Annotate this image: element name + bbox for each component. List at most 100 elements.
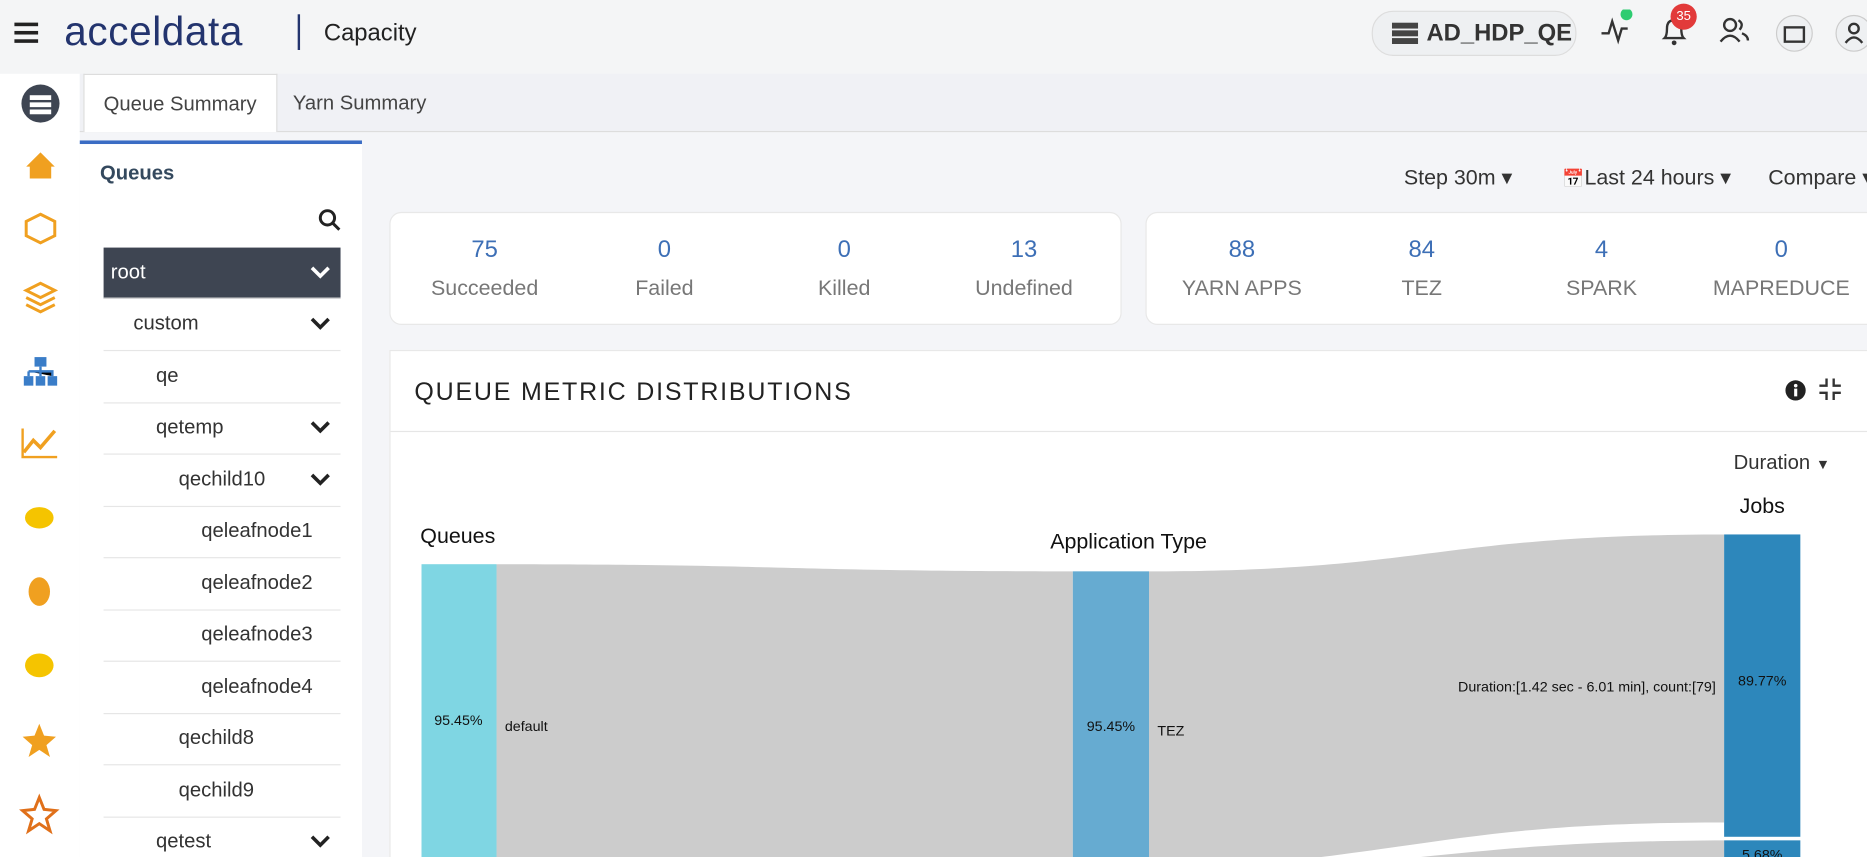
search-icon[interactable] bbox=[318, 208, 342, 232]
stat-value: 4 bbox=[1594, 236, 1609, 264]
dropdown-caret: ▾ bbox=[1714, 165, 1732, 190]
queue-row[interactable]: qeleafnode2 bbox=[103, 558, 341, 611]
control-label: Step 30m bbox=[1403, 165, 1496, 190]
notification-badge: 35 bbox=[1670, 3, 1697, 30]
sankey-link bbox=[496, 564, 1073, 857]
control-label: Last 24 hours bbox=[1584, 165, 1715, 190]
stat-label: YARN APPS bbox=[1181, 276, 1302, 300]
node-name: TEZ bbox=[1157, 724, 1184, 740]
tab[interactable]: Queue Summary bbox=[83, 73, 277, 133]
caret-shape bbox=[310, 317, 330, 330]
metric-label: Duration bbox=[1733, 451, 1811, 474]
queue-label: qechild8 bbox=[178, 726, 255, 749]
rail-icons bbox=[19, 84, 60, 835]
header: acceldata Capacity AD_HDP_QE 35 bbox=[0, 0, 1867, 74]
filter-control[interactable]: Compare ▾ bbox=[1768, 165, 1867, 190]
stat-label: Killed bbox=[817, 276, 871, 300]
stat-value: 13 bbox=[1010, 236, 1038, 264]
queue-title: Queues bbox=[100, 161, 175, 185]
queue-label: root bbox=[110, 260, 146, 284]
queue-label: qetemp bbox=[155, 415, 224, 439]
brand: acceldata bbox=[64, 9, 243, 55]
queue-row[interactable]: custom bbox=[103, 299, 341, 352]
briefcase-icon[interactable] bbox=[1774, 13, 1814, 53]
sankey-link bbox=[1420, 840, 1725, 857]
panel-title: QUEUE METRIC DISTRIBUTIONS bbox=[414, 378, 853, 406]
stat-value: 88 bbox=[1228, 236, 1256, 264]
queue-row[interactable]: qetest bbox=[104, 817, 341, 857]
caret-shape bbox=[310, 835, 330, 848]
cluster-selector[interactable]: AD_HDP_QE bbox=[1371, 10, 1577, 56]
tab-bar bbox=[79, 73, 1867, 133]
metric-panel: QUEUE METRIC DISTRIBUTIONS Duration ▼ Qu… bbox=[389, 349, 1867, 857]
caret-shape bbox=[310, 421, 330, 434]
queue-row[interactable]: qeleafnode4 bbox=[103, 661, 341, 714]
node-percent: 95.45% bbox=[434, 713, 483, 729]
queue-row[interactable]: qe bbox=[103, 351, 341, 403]
expand-caret[interactable] bbox=[310, 833, 331, 850]
collapse-icon[interactable] bbox=[1818, 377, 1842, 401]
control-label: Compare bbox=[1768, 165, 1857, 190]
stat-label: Succeeded bbox=[430, 276, 539, 300]
queue-row[interactable]: qechild10 bbox=[103, 454, 341, 507]
queue-row[interactable]: qechild8 bbox=[103, 713, 341, 766]
stat-label: MAPREDUCE bbox=[1712, 276, 1850, 300]
menu-icon[interactable] bbox=[14, 21, 40, 45]
queue-label: qetest bbox=[155, 829, 212, 853]
caret-shape bbox=[310, 473, 330, 486]
node-name: default bbox=[505, 719, 548, 735]
stat-label: Undefined bbox=[975, 276, 1073, 300]
dropdown-caret: ▾ bbox=[1495, 165, 1513, 190]
metric-dropdown[interactable]: Duration ▼ bbox=[1734, 451, 1830, 475]
stat-value: 75 bbox=[471, 236, 498, 264]
queue-label: qeleafnode1 bbox=[201, 518, 313, 542]
stat-value: 84 bbox=[1408, 236, 1435, 264]
sankey-node bbox=[1724, 840, 1801, 857]
filter-control[interactable]: 📅Last 24 hours ▾ bbox=[1562, 165, 1731, 190]
sankey-node bbox=[1724, 534, 1801, 837]
activity-icon[interactable] bbox=[1599, 9, 1635, 46]
stat-card bbox=[389, 211, 1122, 325]
stat-value: 0 bbox=[1774, 236, 1788, 264]
expand-caret[interactable] bbox=[310, 419, 331, 436]
queue-label: qeleafnode3 bbox=[201, 622, 313, 646]
queue-label: qechild10 bbox=[178, 467, 266, 490]
queue-label: qechild9 bbox=[178, 777, 255, 801]
queue-row[interactable]: qetemp bbox=[103, 402, 341, 455]
section-title: Capacity bbox=[323, 20, 417, 47]
filter-control[interactable]: Step 30m ▾ bbox=[1404, 165, 1512, 190]
stat-label: Failed bbox=[635, 276, 694, 300]
queue-row[interactable]: qechild9 bbox=[103, 765, 341, 818]
info-icon[interactable] bbox=[1785, 380, 1806, 401]
queue-row[interactable]: qeleafnode1 bbox=[103, 506, 341, 559]
link-label: Duration:[1.42 sec - 6.01 min], count:[7… bbox=[1458, 680, 1716, 696]
stat-card bbox=[1145, 211, 1867, 325]
queue-label: qe bbox=[155, 363, 179, 387]
stat-value: 0 bbox=[837, 236, 851, 264]
caret: ▼ bbox=[1815, 455, 1830, 473]
separator bbox=[297, 14, 301, 50]
column-label: Queues bbox=[420, 524, 495, 548]
expand-caret[interactable] bbox=[310, 264, 331, 281]
stat-value: 0 bbox=[657, 236, 672, 264]
server-icon bbox=[1391, 22, 1419, 45]
column-label: Application Type bbox=[1050, 530, 1207, 554]
sankey-link bbox=[1149, 534, 1725, 857]
column-label: Jobs bbox=[1740, 494, 1785, 518]
node-percent: 95.45% bbox=[1087, 719, 1136, 735]
expand-caret[interactable] bbox=[310, 471, 331, 488]
tab[interactable]: Yarn Summary bbox=[292, 91, 427, 115]
users-icon[interactable] bbox=[1719, 17, 1750, 46]
queue-row[interactable]: root bbox=[103, 247, 341, 299]
cluster-name: AD_HDP_QE bbox=[1426, 20, 1573, 47]
queue-row[interactable]: qeleafnode3 bbox=[103, 609, 341, 662]
profile-icon[interactable] bbox=[1834, 13, 1867, 53]
expand-caret[interactable] bbox=[310, 315, 331, 332]
caret-shape bbox=[310, 266, 330, 279]
queue-label: custom bbox=[133, 311, 199, 335]
sankey-node bbox=[1072, 571, 1150, 857]
node-percent: 5.68% bbox=[1742, 847, 1783, 857]
calendar-icon: 📅 bbox=[1562, 169, 1585, 190]
